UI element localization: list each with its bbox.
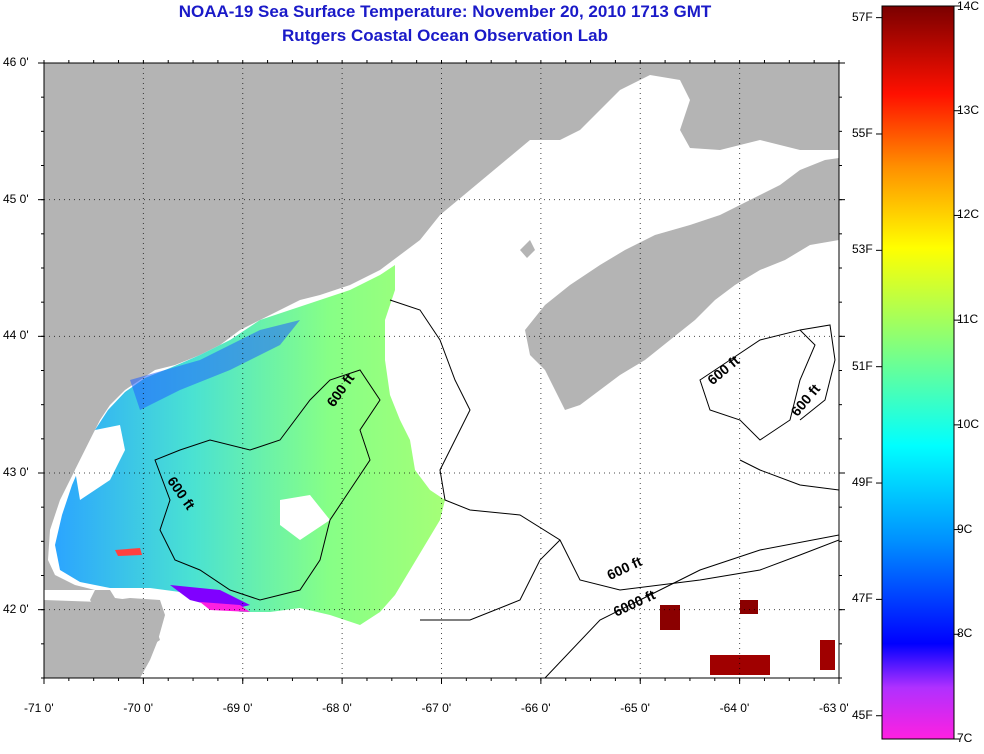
lon-label: -68 0' xyxy=(322,701,352,715)
lon-label: -70 0' xyxy=(123,701,154,715)
land-cape-cod xyxy=(44,598,165,678)
colorbar-label-fahrenheit: 53F xyxy=(852,242,873,257)
colorbar-label-celsius: 9C xyxy=(957,521,973,536)
lon-label: -63 0' xyxy=(819,701,849,715)
colorbar-label-fahrenheit: 45F xyxy=(852,707,873,722)
sst-field xyxy=(55,265,445,625)
colorbar-label-fahrenheit: 55F xyxy=(852,125,873,140)
colorbar-label-celsius: 12C xyxy=(957,207,980,222)
lat-label: 45 0' xyxy=(3,191,29,206)
land-new-england xyxy=(44,63,839,650)
colorbar-label-fahrenheit: 51F xyxy=(852,358,873,373)
colorbar-label-celsius: 8C xyxy=(957,626,973,641)
lat-label: 42 0' xyxy=(3,601,29,616)
colorbar-label-fahrenheit: 47F xyxy=(852,591,873,606)
land-nova-scotia xyxy=(525,158,839,410)
lon-label: -64 0' xyxy=(719,701,750,715)
map-subtitle: Rutgers Coastal Ocean Observation Lab xyxy=(282,26,608,45)
map-title: NOAA-19 Sea Surface Temperature: Novembe… xyxy=(178,2,712,21)
colorbar-label-fahrenheit: 57F xyxy=(852,9,873,24)
colorbar-label-fahrenheit: 49F xyxy=(852,475,873,490)
colorbar-label-celsius: 10C xyxy=(957,416,980,431)
lon-label: -66 0' xyxy=(520,701,551,715)
colorbar-label-celsius: 11C xyxy=(957,312,979,327)
lon-label: -65 0' xyxy=(620,701,650,715)
lon-label: -71 0' xyxy=(24,701,54,715)
colorbar-label-celsius: 7C xyxy=(957,731,973,745)
colorbar-label-celsius: 14C xyxy=(957,0,980,13)
colorbar-label-celsius: 13C xyxy=(957,102,980,117)
lat-label: 44 0' xyxy=(3,328,29,343)
lon-label: -67 0' xyxy=(421,701,452,715)
colorbar xyxy=(881,5,955,740)
lat-label: 43 0' xyxy=(3,465,29,479)
lat-label: 46 0' xyxy=(3,55,29,69)
lon-label: -69 0' xyxy=(222,701,253,715)
